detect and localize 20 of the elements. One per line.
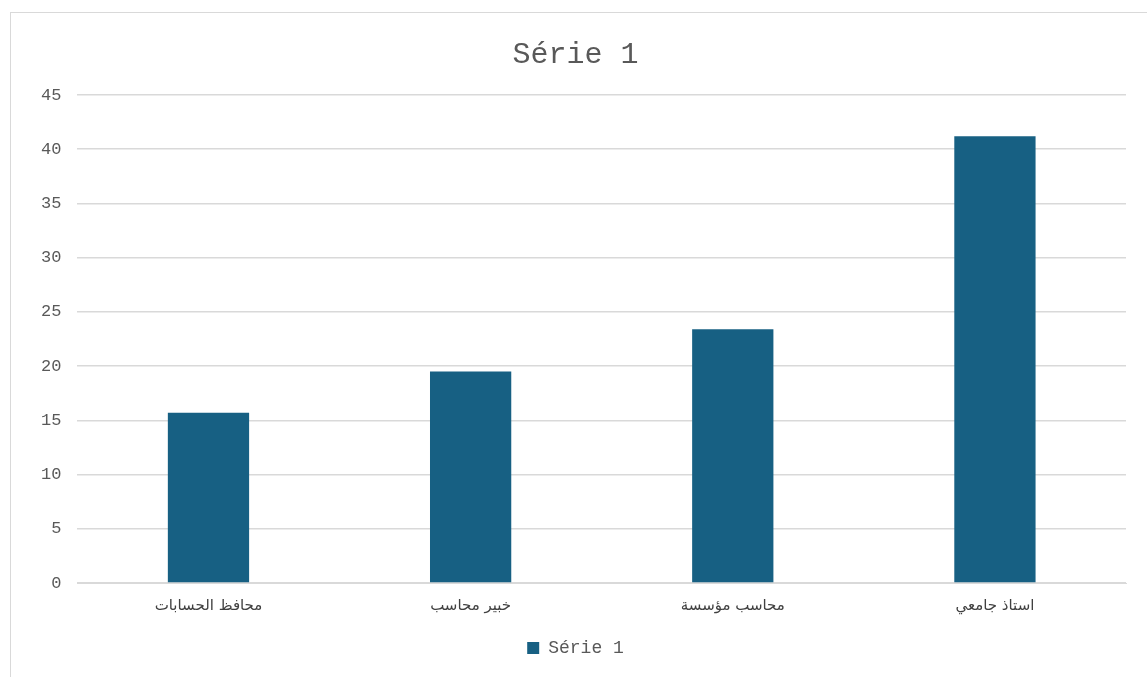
y-tick-label: 5 [51,519,62,539]
y-tick-label: 10 [41,465,62,485]
legend-label: Série 1 [548,637,624,658]
y-tick-label: 20 [41,356,62,376]
y-tick-label: 40 [41,139,62,159]
x-tick-label: استاذ جامعي [955,595,1035,615]
y-tick-label: 0 [51,573,62,593]
x-tick-label: محاسب مؤسسة [680,595,785,614]
y-tick-label: 25 [41,302,62,322]
bar [167,412,250,583]
y-tick-label: 30 [41,248,62,268]
bar [429,371,512,583]
bar [954,136,1036,583]
chart-title: Série 1 [512,37,639,72]
y-tick-label: 35 [41,193,62,213]
x-tick-label: محافظ الحسابات [154,595,263,614]
y-tick-label: 15 [41,410,62,430]
x-tick-label: خبير محاسب [430,595,512,614]
y-tick-label: 45 [41,85,62,105]
bar [692,329,774,583]
